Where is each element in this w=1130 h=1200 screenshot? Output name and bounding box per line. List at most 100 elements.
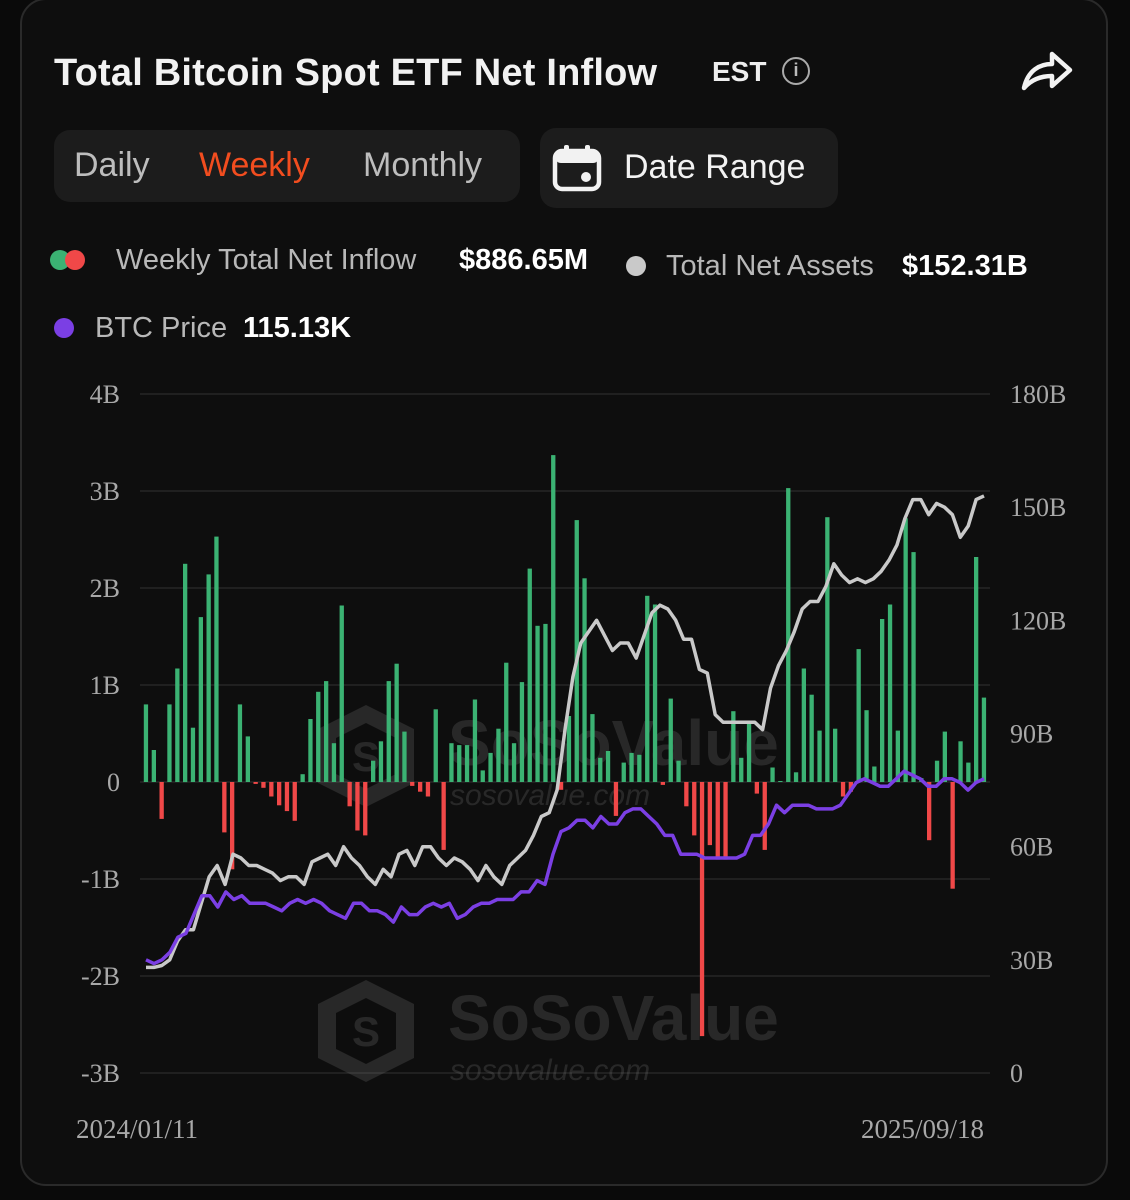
inflow-bar [324, 681, 329, 782]
left-axis-tick-label: 4B [90, 380, 120, 409]
right-axis-tick-label: 180B [1010, 380, 1066, 409]
inflow-bar [449, 743, 454, 782]
inflow-bar [535, 625, 540, 782]
inflow-bar [198, 617, 203, 782]
inflow-bar [410, 782, 415, 786]
inflow-bar [613, 782, 619, 816]
right-axis-tick-label: 30B [1010, 946, 1053, 975]
inflow-bar [762, 782, 767, 850]
share-icon[interactable] [1018, 48, 1074, 96]
inflow-bar [895, 730, 900, 782]
inflow-bar [840, 782, 846, 797]
inflow-bar [159, 782, 164, 819]
total-net-assets-line [146, 494, 985, 970]
svg-text:S: S [352, 733, 380, 780]
legend-price-label: BTC Price [95, 312, 228, 344]
inflow-bar [637, 754, 642, 782]
watermark-brand-text: SoSoValue [448, 707, 779, 779]
inflow-bar [214, 536, 219, 782]
legend-assets-label: Total Net Assets [666, 250, 874, 282]
inflow-bar [621, 762, 626, 782]
inflow-bar [731, 711, 736, 782]
inflow-bar [692, 782, 697, 836]
inflow-bar [363, 782, 368, 836]
inflow-bar [793, 772, 799, 782]
inflow-bar [175, 668, 180, 782]
inflow-bar [300, 774, 305, 782]
inflow-bar [183, 563, 188, 783]
left-axis-tick-label: 1B [90, 671, 120, 700]
inflow-bar [151, 750, 156, 782]
inflow-bar [911, 552, 916, 782]
legend-inflow-label: Weekly Total Net Inflow [116, 244, 417, 276]
inflow-bar [574, 520, 579, 782]
inflow-bar [378, 741, 384, 782]
inflow-bar [511, 743, 517, 782]
info-icon[interactable]: i [782, 57, 810, 85]
inflow-bar [903, 518, 908, 782]
inflow-bar [605, 751, 611, 782]
inflow-bar [425, 782, 431, 797]
inflow-bar [472, 699, 478, 782]
inflow-bar [590, 714, 595, 782]
grid-lines [140, 393, 990, 1074]
inflow-bar [809, 694, 814, 782]
inflow-bar [778, 781, 783, 782]
inflow-bar [347, 782, 352, 807]
inflow-bar [394, 663, 399, 782]
inflow-bar [441, 782, 446, 850]
date-range-button[interactable]: Date Range [540, 128, 838, 208]
inflow-bar [942, 731, 947, 782]
inflow-bar [848, 782, 853, 792]
inflow-bar [464, 745, 470, 782]
inflow-bar [292, 782, 297, 821]
inflow-bar [331, 743, 337, 782]
inflow-bar [707, 782, 712, 846]
inflow-bar [629, 752, 634, 782]
axis-labels: 4B 3B 2B 1B 0 -1B -2B -3B 180B 150B 120B 90B 60B 30B 0… [76, 380, 1066, 1144]
date-range-label: Date Range [624, 148, 806, 186]
inflow-bar [230, 782, 235, 870]
series-lines [145, 494, 985, 970]
inflow-bar [504, 662, 509, 782]
inflow-bar [801, 668, 806, 782]
inflow-bar [927, 782, 932, 841]
inflow-bar [786, 488, 791, 782]
price-legend-dot [54, 318, 74, 338]
tab-weekly[interactable]: Weekly [199, 146, 310, 184]
inflow-bar [527, 568, 532, 782]
inflow-bar [418, 782, 423, 792]
left-axis-tick-label: -3B [81, 1059, 120, 1088]
inflow-bar [660, 782, 665, 785]
inflow-bar [222, 782, 227, 833]
right-axis-tick-label: 90B [1010, 720, 1053, 749]
inflow-bar [966, 762, 971, 782]
inflow-bars [143, 455, 987, 1037]
inflow-bar [652, 604, 658, 782]
inflow-bar [339, 605, 344, 782]
tab-daily[interactable]: Daily [74, 146, 150, 184]
inflow-bar [746, 720, 752, 782]
left-axis-tick-label: 0 [107, 768, 120, 797]
inflow-bar [833, 728, 838, 782]
btc-price-line [145, 769, 985, 966]
page-title: Total Bitcoin Spot ETF Net Inflow [54, 52, 658, 94]
inflow-bar [480, 770, 485, 782]
watermark-site-text: sosovalue.com [450, 1054, 650, 1087]
inflow-bar [974, 557, 979, 782]
inflow-bar [958, 741, 963, 782]
x-axis-end-label: 2025/09/18 [861, 1114, 984, 1144]
inflow-bar [519, 682, 525, 782]
inflow-bar [551, 455, 556, 782]
tab-monthly[interactable]: Monthly [363, 146, 483, 184]
left-axis-tick-label: -1B [81, 865, 120, 894]
inflow-legend-red-dot [65, 250, 85, 270]
inflow-bar [817, 730, 822, 782]
inflow-bar [316, 691, 321, 782]
inflow-bar [402, 731, 407, 782]
inflow-bar [684, 782, 689, 807]
timezone-label[interactable]: EST [712, 56, 767, 87]
inflow-bar [245, 736, 250, 782]
inflow-bar [566, 716, 572, 782]
